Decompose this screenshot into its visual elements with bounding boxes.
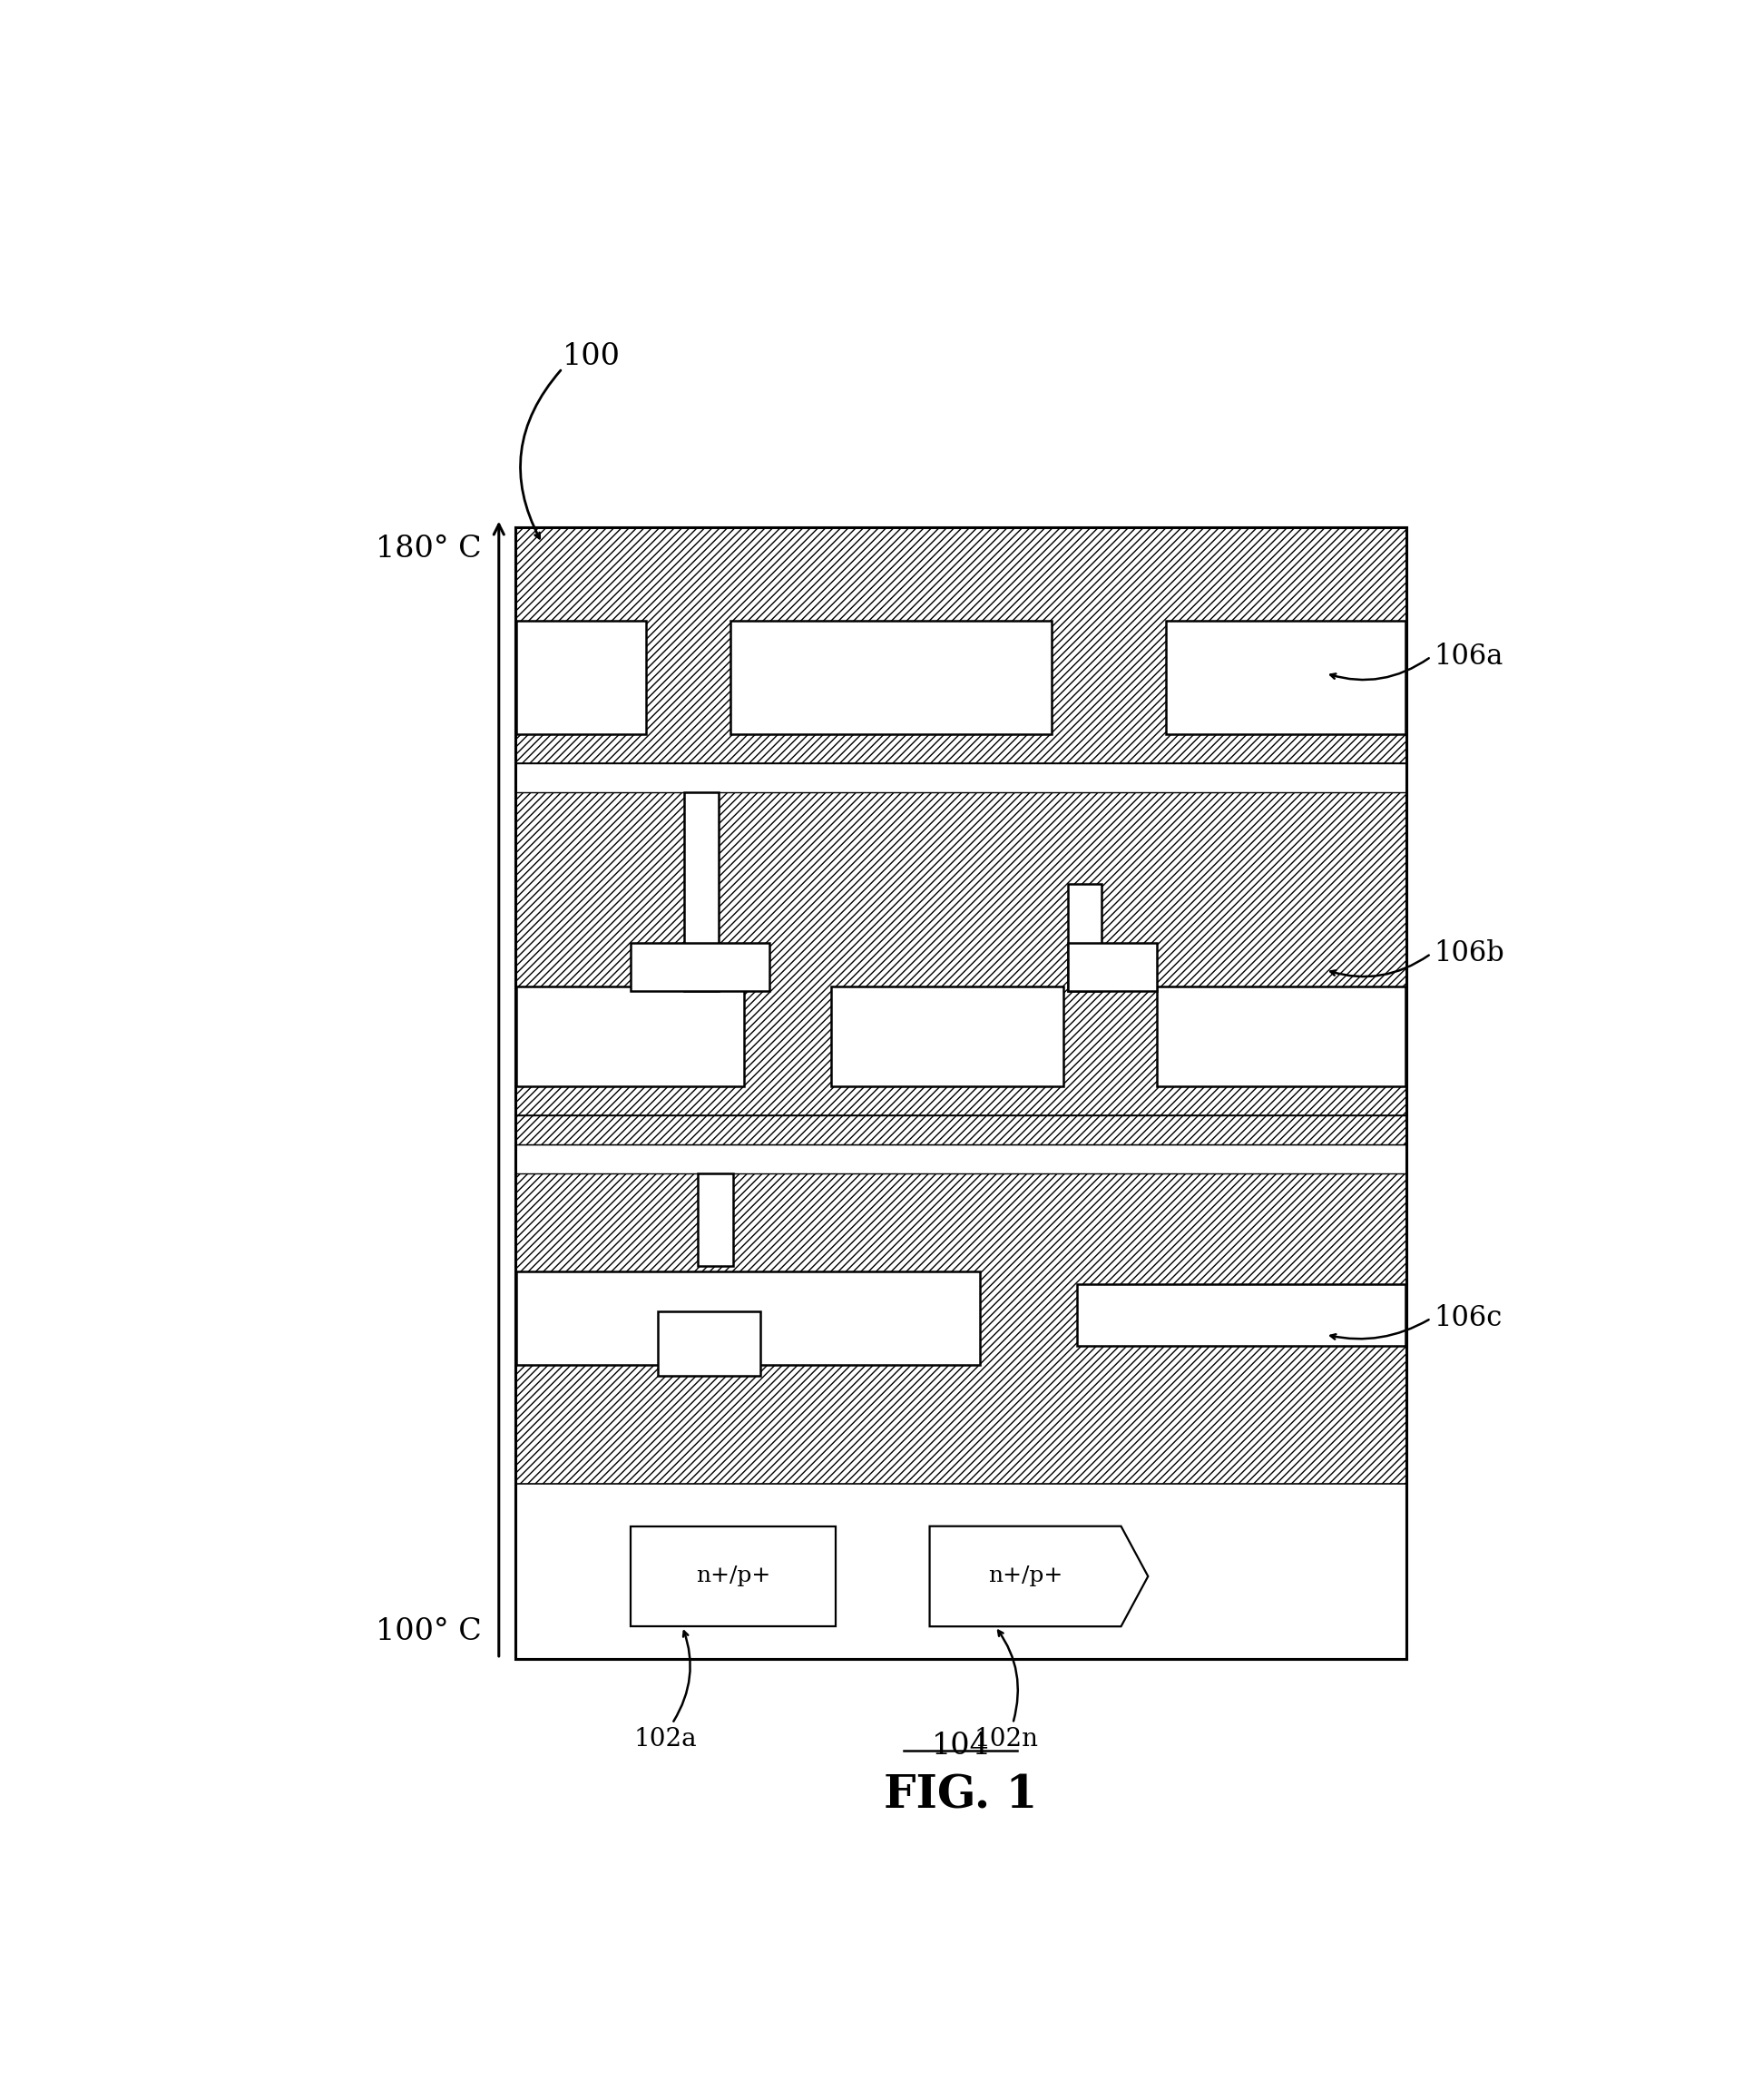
Text: n+/p+: n+/p+ [988,1567,1063,1588]
Bar [516,792,1407,1115]
Bar [657,1310,760,1376]
Bar [631,943,769,991]
Bar [516,987,744,1086]
Bar [516,1115,1407,1144]
Bar [516,622,645,733]
Text: n+/p+: n+/p+ [695,1567,770,1588]
Text: 106c: 106c [1433,1304,1502,1333]
Text: 106b: 106b [1433,939,1504,968]
Text: 100° C: 100° C [375,1617,481,1646]
Bar [631,1527,837,1625]
Bar [1166,622,1405,733]
Bar [516,1174,1407,1485]
Bar [516,1270,980,1365]
Bar [697,1174,734,1266]
Bar [831,987,1063,1086]
Bar [1157,987,1405,1086]
Text: 104: 104 [933,1732,990,1760]
Text: FIG. 1: FIG. 1 [884,1774,1037,1819]
Text: 180° C: 180° C [375,536,481,565]
Bar [730,622,1051,733]
Bar [1068,884,1102,991]
Bar [1068,943,1157,991]
Text: 102n: 102n [974,1726,1039,1751]
Text: 102a: 102a [634,1726,697,1751]
Bar [516,1144,1407,1174]
Bar [685,792,718,991]
Polygon shape [929,1527,1149,1625]
Bar [1077,1285,1405,1346]
Bar [516,527,1407,1659]
Text: 100: 100 [563,342,621,372]
Text: 106a: 106a [1433,643,1502,670]
Bar [516,527,1407,762]
Bar [516,527,1407,1659]
Bar [516,762,1407,792]
